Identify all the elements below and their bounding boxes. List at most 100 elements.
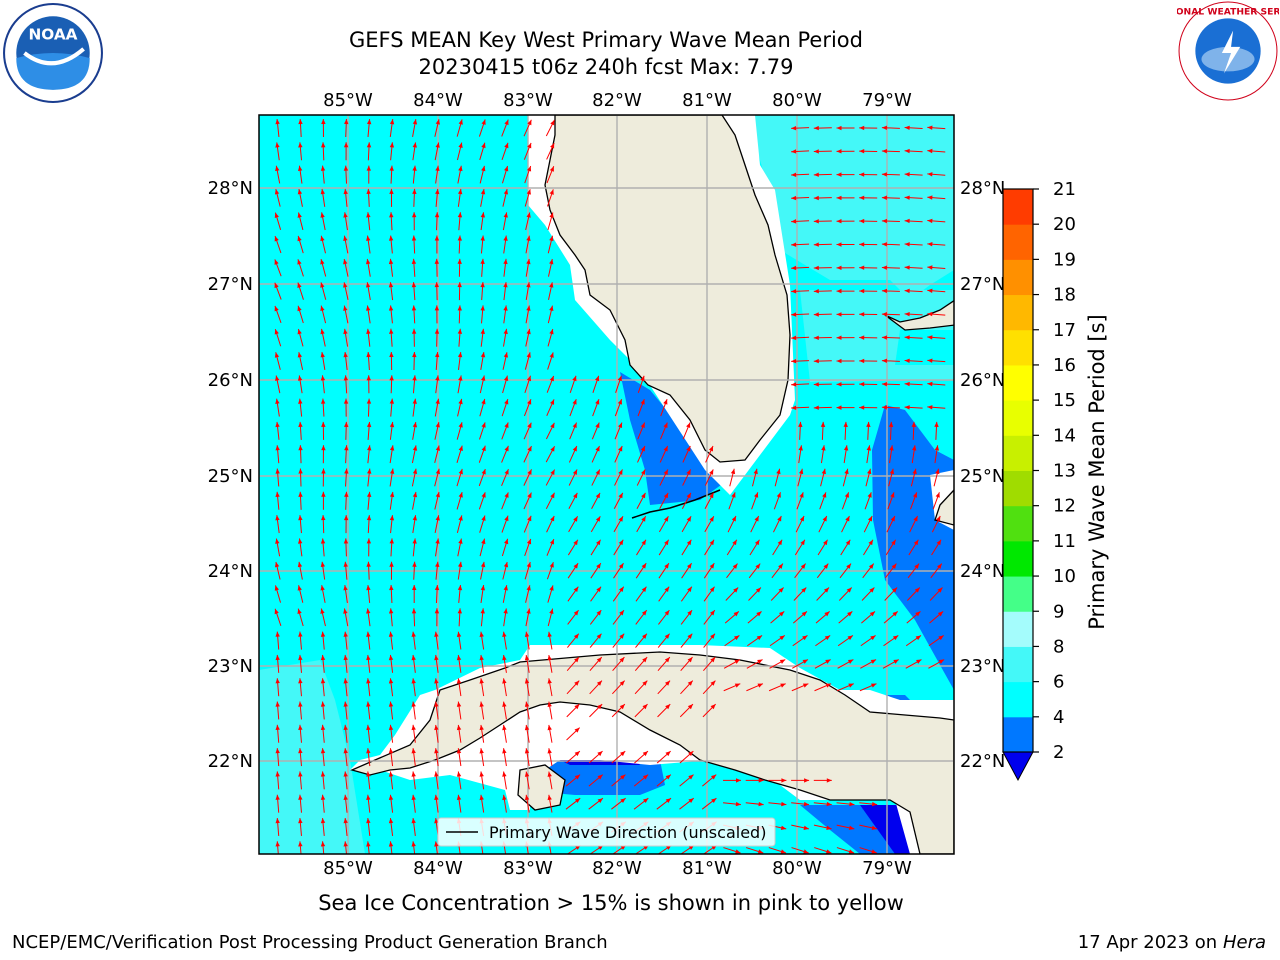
wave-arrow-head xyxy=(871,801,878,807)
wave-arrow-head xyxy=(456,678,462,684)
wave-arrow-head xyxy=(889,445,894,451)
wave-arrow-head xyxy=(686,563,692,569)
wave-arrow-head xyxy=(298,142,303,148)
wave-arrow-head xyxy=(549,539,554,545)
wave-arrow-head xyxy=(274,189,280,195)
wave-arrow-head xyxy=(620,798,626,803)
colorbar-segment xyxy=(1003,259,1033,296)
wave-arrow-head xyxy=(274,608,279,615)
wave-arrow-head xyxy=(320,282,325,288)
wave-arrow-head xyxy=(687,680,693,686)
wave-arrow-head xyxy=(823,563,829,569)
wave-arrow-head xyxy=(481,538,486,545)
wave-arrow-head xyxy=(913,539,919,546)
wave-arrow-head xyxy=(388,282,394,288)
wave-arrow-head xyxy=(802,683,809,688)
wave-arrow-head xyxy=(927,335,933,340)
wave-arrow-head xyxy=(640,469,646,475)
wave-arrow-head xyxy=(755,563,761,569)
wave-arrow-head xyxy=(367,468,372,474)
wave-arrow-head xyxy=(688,774,694,780)
wave-arrow-head xyxy=(298,748,303,754)
wave-arrow-head xyxy=(573,586,579,593)
wave-arrow-head xyxy=(481,398,486,405)
colorbar-segment xyxy=(1003,294,1033,331)
wave-arrow-head xyxy=(298,701,303,707)
wave-arrow-head xyxy=(434,654,439,661)
colorbar-tick-label: 16 xyxy=(1053,355,1076,376)
wave-arrow-head xyxy=(389,188,394,194)
wave-arrow-head xyxy=(344,491,349,497)
colorbar-tick-label: 15 xyxy=(1053,390,1076,411)
wave-arrow-head xyxy=(836,219,842,224)
wave-arrow-head xyxy=(709,492,714,499)
wave-arrow-head xyxy=(574,751,580,757)
wave-arrow-head xyxy=(733,611,739,617)
wave-arrow-head xyxy=(735,801,741,807)
wave-arrow-head xyxy=(859,195,865,201)
wave-arrow-head xyxy=(388,794,394,800)
wave-arrow-head xyxy=(480,608,485,614)
wave-arrow-head xyxy=(275,119,280,125)
wave-arrow-head xyxy=(836,288,842,294)
wave-arrow-head xyxy=(881,381,887,387)
wave-arrow-head xyxy=(389,491,395,498)
lon-label-top: 82°W xyxy=(592,90,642,111)
wave-arrow-head xyxy=(802,659,808,664)
wave-arrow-head xyxy=(663,422,668,429)
wave-arrow-head xyxy=(734,683,741,688)
wave-arrow-head xyxy=(913,516,918,522)
wave-arrow-head xyxy=(275,841,280,847)
colorbar-segment xyxy=(1003,364,1033,401)
wave-arrow-head xyxy=(481,165,486,172)
wave-arrow-head xyxy=(481,142,486,149)
wave-arrow-head xyxy=(754,516,759,522)
wave-arrow-head xyxy=(389,212,394,218)
wave-arrow-head xyxy=(859,405,865,410)
wave-arrow-head xyxy=(503,258,508,265)
colorbar-segment xyxy=(1003,576,1033,612)
wave-arrow-head xyxy=(458,165,463,172)
wave-arrow-head xyxy=(547,701,552,707)
colorbar-tick-label: 9 xyxy=(1053,601,1064,622)
wave-arrow-head xyxy=(912,445,917,451)
wave-arrow-head xyxy=(480,258,485,264)
wave-arrow-head xyxy=(641,492,646,499)
wave-arrow-head xyxy=(366,654,371,661)
wave-arrow-head xyxy=(550,399,555,405)
wave-arrow-head xyxy=(524,631,530,638)
wave-arrow-head xyxy=(435,375,440,381)
wave-arrow-head xyxy=(343,724,348,731)
wave-arrow-head xyxy=(596,586,602,593)
wave-arrow-head xyxy=(927,288,933,293)
wave-arrow-head xyxy=(412,352,417,358)
wave-arrow-head xyxy=(914,563,920,569)
wave-arrow-head xyxy=(457,282,462,288)
wave-arrow-head xyxy=(574,704,580,710)
colorbar-segment xyxy=(1003,646,1033,683)
wave-arrow-head xyxy=(780,825,787,830)
wave-arrow-head xyxy=(641,586,647,593)
wave-arrow-head xyxy=(711,798,717,803)
wave-arrow-head xyxy=(412,491,418,498)
florida-keys xyxy=(631,489,721,519)
wave-arrow-head xyxy=(366,375,371,381)
wave-arrow-head xyxy=(573,563,579,569)
wave-arrow-head xyxy=(596,610,602,616)
wave-arrow-head xyxy=(825,659,831,664)
wave-arrow-head xyxy=(847,611,853,617)
wave-arrow-head xyxy=(619,586,624,593)
wave-arrow-head xyxy=(412,398,417,404)
wave-arrow-head xyxy=(320,305,325,312)
wave-arrow-head xyxy=(757,659,763,664)
wave-arrow-head xyxy=(527,469,532,475)
wave-arrow-head xyxy=(549,189,554,195)
wave-arrow-head xyxy=(412,165,417,171)
wave-arrow-head xyxy=(618,492,623,499)
wave-arrow-head xyxy=(881,242,887,247)
wave-arrow-head xyxy=(479,724,484,731)
wave-arrow-head xyxy=(411,701,416,707)
wave-arrow-head xyxy=(836,172,842,177)
wave-arrow-head xyxy=(297,189,303,195)
wave-arrow-head xyxy=(366,515,372,521)
